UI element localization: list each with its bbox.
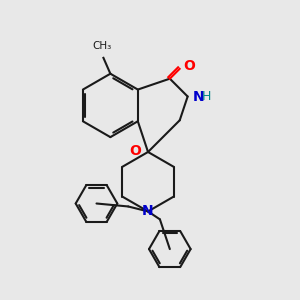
Text: N: N	[142, 204, 154, 218]
Text: O: O	[129, 144, 141, 158]
Text: N: N	[193, 89, 204, 103]
Text: H: H	[202, 90, 211, 103]
Text: O: O	[184, 59, 196, 73]
Text: CH₃: CH₃	[93, 41, 112, 51]
